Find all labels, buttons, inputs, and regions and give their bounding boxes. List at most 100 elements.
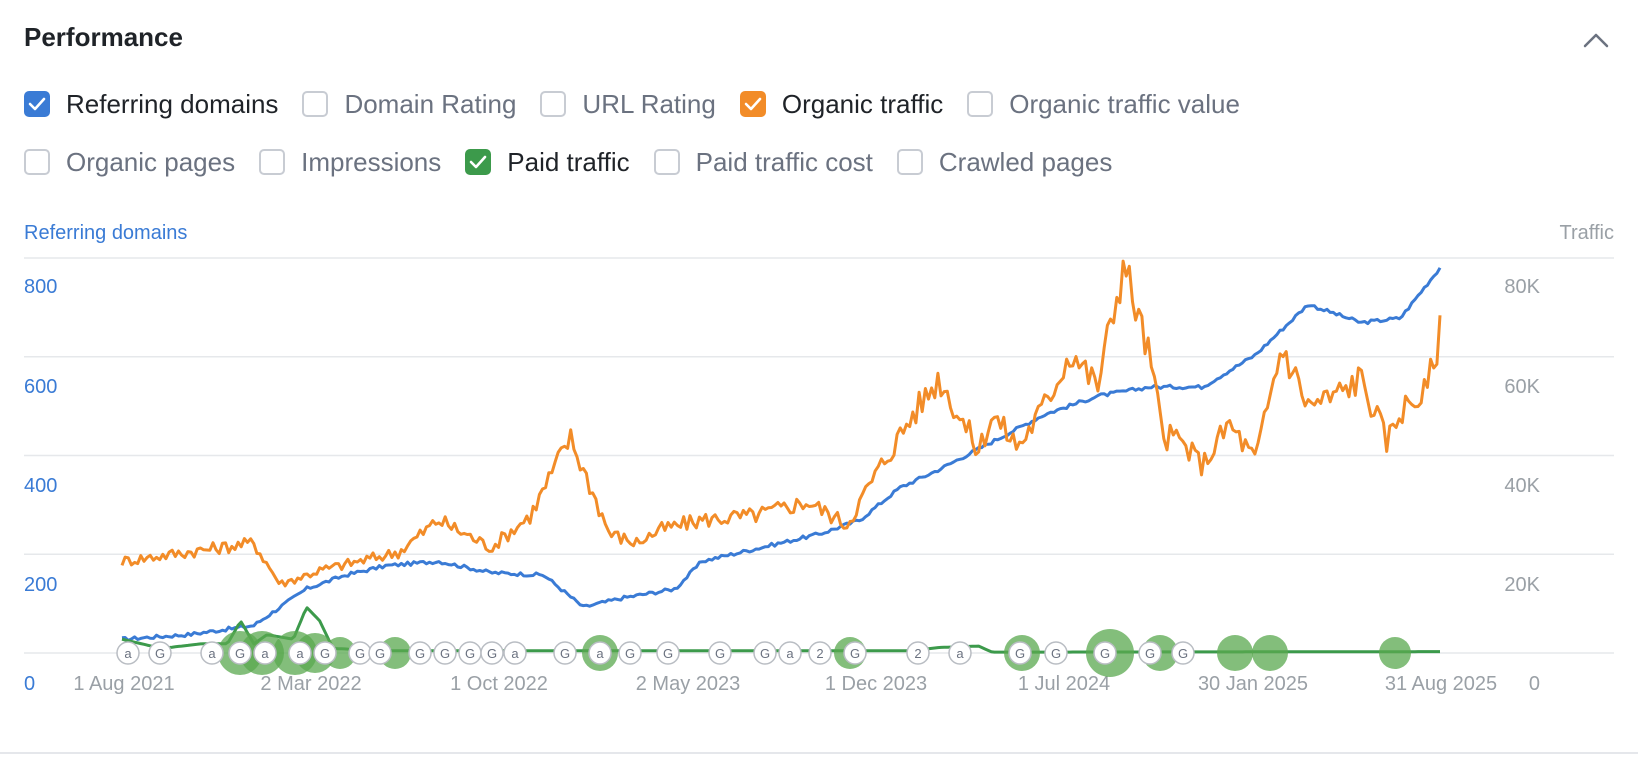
event-marker-circle <box>480 641 504 665</box>
checkbox-box[interactable] <box>653 149 680 175</box>
event-marker-circle <box>778 641 802 665</box>
checkbox-referring-domains[interactable]: Referring domains <box>24 89 278 120</box>
event-marker-circle <box>618 641 642 665</box>
event-marker-circle <box>148 641 172 665</box>
checkbox-organic-traffic[interactable]: Organic traffic <box>739 88 944 120</box>
event-marker-circle <box>288 641 312 665</box>
checkbox-box[interactable] <box>540 91 567 117</box>
event-marker-label: a <box>208 646 216 661</box>
collapse-button[interactable] <box>1578 24 1614 56</box>
checkbox-label: Organic pages <box>66 146 236 177</box>
left-tick-label: 600 <box>24 376 57 398</box>
paid-event-bubble <box>1252 635 1288 671</box>
event-marker-circle <box>1138 641 1162 665</box>
event-marker-label: a <box>786 646 794 661</box>
right-tick-label: 20K <box>1504 574 1540 596</box>
right-tick-label: 40K <box>1504 475 1540 497</box>
event-marker-circle <box>1171 641 1195 665</box>
event-marker-circle <box>906 641 930 665</box>
checkmark-icon[interactable] <box>24 91 50 117</box>
paid-event-bubble <box>1217 635 1253 671</box>
left-tick-label: 800 <box>24 276 57 298</box>
event-marker-label: G <box>155 646 165 661</box>
event-marker-circle <box>313 641 337 665</box>
event-marker-label: G <box>440 646 450 661</box>
checkbox-url-rating[interactable]: URL Rating <box>540 88 716 120</box>
checkbox-box[interactable] <box>259 149 286 175</box>
series-line-referring-domains <box>121 267 1442 642</box>
checkbox-label: Impressions <box>301 146 442 177</box>
checkbox-box[interactable] <box>302 91 329 117</box>
event-marker-circle <box>553 641 577 665</box>
event-marker-circle <box>253 641 277 665</box>
event-marker-circle <box>656 641 680 665</box>
event-marker-circle <box>753 641 777 665</box>
chevron-up-icon <box>1583 33 1609 48</box>
checkbox-label: URL Rating <box>582 88 716 119</box>
event-marker-label: G <box>235 646 245 661</box>
event-marker-circle <box>503 641 527 665</box>
x-tick-label: 2 May 2023 <box>636 673 741 695</box>
event-marker-circle <box>408 641 432 665</box>
checkbox-paid-traffic-cost[interactable]: Paid traffic cost <box>653 146 873 178</box>
event-marker-label: G <box>850 646 860 661</box>
event-marker-label: G <box>1178 646 1188 661</box>
series-line-organic-traffic <box>120 259 1442 588</box>
checkbox-label: Paid traffic <box>507 146 630 177</box>
event-marker-label: a <box>956 646 964 661</box>
event-marker-circle <box>843 641 867 665</box>
event-marker-circle <box>368 641 392 665</box>
paid-event-bubble <box>1379 637 1411 669</box>
event-marker-label: G <box>663 646 673 661</box>
event-marker-label: G <box>560 646 570 661</box>
event-marker-label: G <box>1051 646 1061 661</box>
checkbox-organic-traffic-value[interactable]: Organic traffic value <box>967 89 1240 120</box>
event-marker-circle <box>1044 641 1068 665</box>
checkbox-label: Domain Rating <box>344 88 517 119</box>
checkbox-paid-traffic[interactable]: Paid traffic <box>465 146 630 178</box>
event-marker-label: a <box>261 646 269 661</box>
right-tick-label: 60K <box>1504 376 1540 398</box>
x-tick-label: 1 Oct 2022 <box>450 673 548 695</box>
event-marker-label: G <box>625 646 635 661</box>
event-marker-circle <box>708 641 732 665</box>
left-axis-title: Referring domains <box>24 222 188 244</box>
event-marker-label: G <box>715 646 725 661</box>
checkbox-box[interactable] <box>896 149 923 175</box>
checkbox-label: Organic traffic value <box>1009 88 1240 119</box>
metric-row-2: Organic pages Impressions Paid traffic Paid… <box>24 144 1584 180</box>
checkbox-label: Paid traffic cost <box>695 146 873 177</box>
checkbox-impressions[interactable]: Impressions <box>259 147 441 178</box>
left-tick-label: 400 <box>24 475 57 497</box>
event-marker-label: G <box>1100 646 1110 661</box>
event-marker-circle <box>588 641 612 665</box>
checkbox-domain-rating[interactable]: Domain Rating <box>302 89 516 120</box>
x-tick-label: 30 Jan 2025 <box>1198 673 1308 695</box>
checkbox-box[interactable] <box>24 149 50 175</box>
checkmark-icon[interactable] <box>465 149 492 175</box>
metric-selector: Referring domains Domain Rating URL Rating… <box>24 86 1584 202</box>
left-tick-label: 200 <box>24 574 57 596</box>
page-title: Performance <box>24 22 183 52</box>
event-marker-label: a <box>296 646 304 661</box>
section-divider <box>0 752 1638 754</box>
left-tick-label: 0 <box>24 673 35 695</box>
event-marker-label: G <box>1015 646 1025 661</box>
event-marker-label: a <box>596 646 604 661</box>
event-marker-label: G <box>487 646 497 661</box>
right-tick-label: 0 <box>1529 673 1540 695</box>
event-marker-label: G <box>355 646 365 661</box>
checkbox-label: Referring domains <box>66 88 279 119</box>
event-marker-circle <box>200 641 224 665</box>
checkbox-label: Organic traffic <box>781 88 944 119</box>
checkbox-crawled-pages[interactable]: Crawled pages <box>896 147 1112 178</box>
checkbox-box[interactable] <box>967 91 994 117</box>
x-tick-label: 1 Dec 2023 <box>825 673 927 695</box>
event-marker-label: G <box>465 646 475 661</box>
event-marker-label: G <box>760 646 770 661</box>
event-marker-label: a <box>511 646 519 661</box>
x-tick-label: 1 Jul 2024 <box>1018 673 1110 695</box>
checkbox-organic-pages[interactable]: Organic pages <box>24 147 235 178</box>
checkmark-icon[interactable] <box>739 91 766 117</box>
